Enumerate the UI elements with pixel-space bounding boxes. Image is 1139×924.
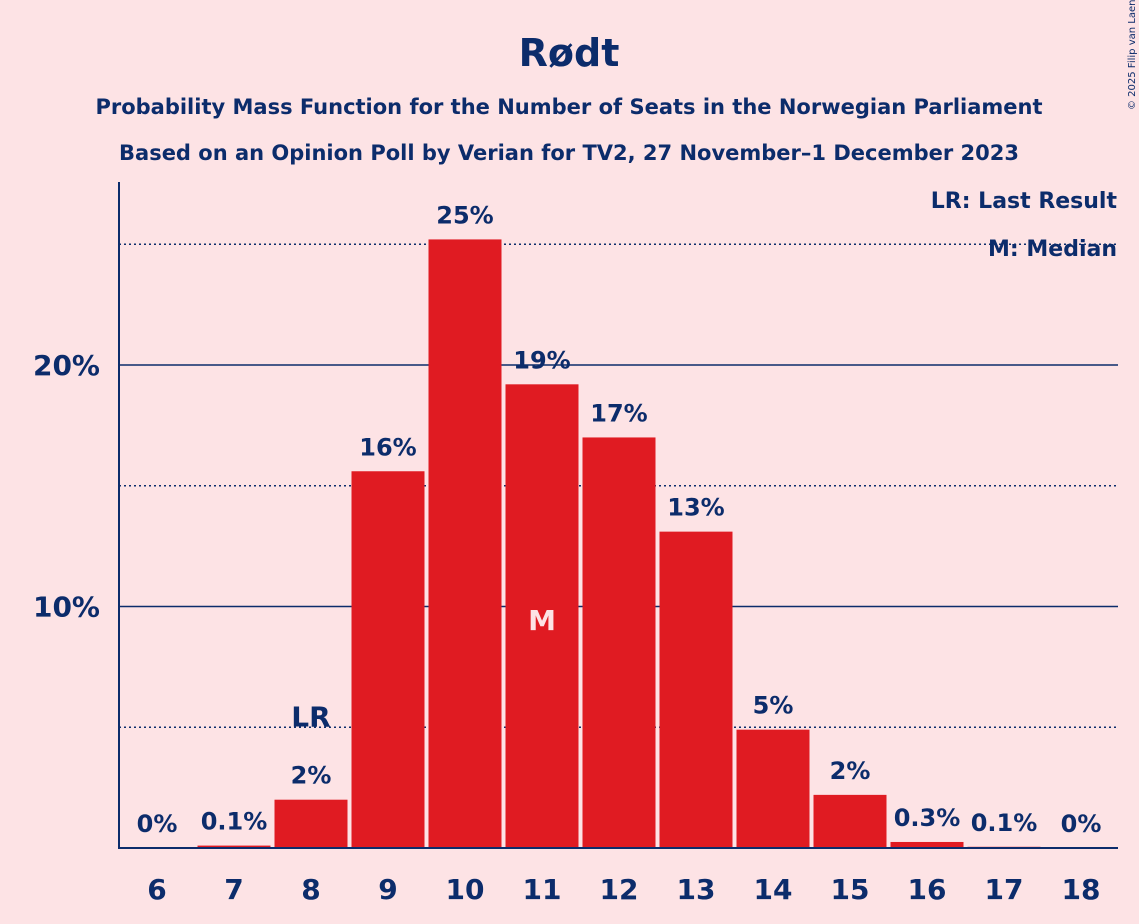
x-tick-label-9: 9 <box>378 873 397 906</box>
data-label-8: 2% <box>291 762 332 790</box>
bar-seats-12 <box>582 437 656 848</box>
data-label-11: 19% <box>513 346 570 374</box>
y-tick-label: 20% <box>33 349 100 382</box>
x-tick-label-10: 10 <box>446 873 485 906</box>
bar-seats-11 <box>505 384 579 848</box>
x-tick-label-7: 7 <box>224 873 243 906</box>
data-label-13: 13% <box>667 494 724 522</box>
data-label-9: 16% <box>359 433 416 461</box>
bar-seats-8 <box>274 799 348 848</box>
data-labels: 0% 0.1% 2% LR 16% 25% 19% M 17% 13% 5% 2% 0.3% 0.1% 0% <box>137 201 1102 838</box>
data-label-10: 25% <box>436 201 493 229</box>
bar-seats-10 <box>428 239 502 849</box>
legend-median: M: Median <box>988 237 1117 262</box>
x-tick-label-13: 13 <box>677 873 716 906</box>
data-label-7: 0.1% <box>201 808 268 836</box>
x-tick-label-11: 11 <box>523 873 562 906</box>
y-tick-label: 10% <box>33 591 100 624</box>
data-label-16: 0.3% <box>894 804 961 832</box>
x-tick-label-16: 16 <box>908 873 947 906</box>
data-label-17: 0.1% <box>971 809 1038 837</box>
data-label-15: 2% <box>830 757 871 785</box>
bar-seats-16 <box>890 841 964 848</box>
chart-subtitle-2: Based on an Opinion Poll by Verian for T… <box>119 141 1019 165</box>
data-label-6: 0% <box>137 810 178 838</box>
x-tick-label-8: 8 <box>301 873 320 906</box>
bar-seats-9 <box>351 471 425 848</box>
data-label-12: 17% <box>590 399 647 427</box>
bar-seats-14 <box>736 729 810 848</box>
bar-seats-15 <box>813 794 887 848</box>
legend-last-result: LR: Last Result <box>931 189 1118 214</box>
median-marker: M <box>528 604 556 637</box>
bar-seats-7 <box>197 845 271 848</box>
x-tick-label-17: 17 <box>985 873 1024 906</box>
chart-subtitle: Probability Mass Function for the Number… <box>95 95 1042 119</box>
y-tick-labels: 10% 20% <box>33 349 100 624</box>
last-result-marker: LR <box>291 701 330 734</box>
x-tick-labels: 6 7 8 9 10 11 12 13 14 15 16 17 18 <box>147 873 1100 906</box>
bars <box>197 239 1041 849</box>
data-label-18: 0% <box>1061 810 1102 838</box>
bar-seats-13 <box>659 531 733 848</box>
x-tick-label-15: 15 <box>831 873 870 906</box>
x-tick-label-6: 6 <box>147 873 166 906</box>
x-tick-label-18: 18 <box>1062 873 1101 906</box>
x-tick-label-12: 12 <box>600 873 639 906</box>
data-label-14: 5% <box>753 692 794 720</box>
copyright-notice: © 2025 Filip van Laenen <box>1127 0 1138 110</box>
chart-title: Rødt <box>519 31 620 75</box>
x-tick-label-14: 14 <box>754 873 793 906</box>
